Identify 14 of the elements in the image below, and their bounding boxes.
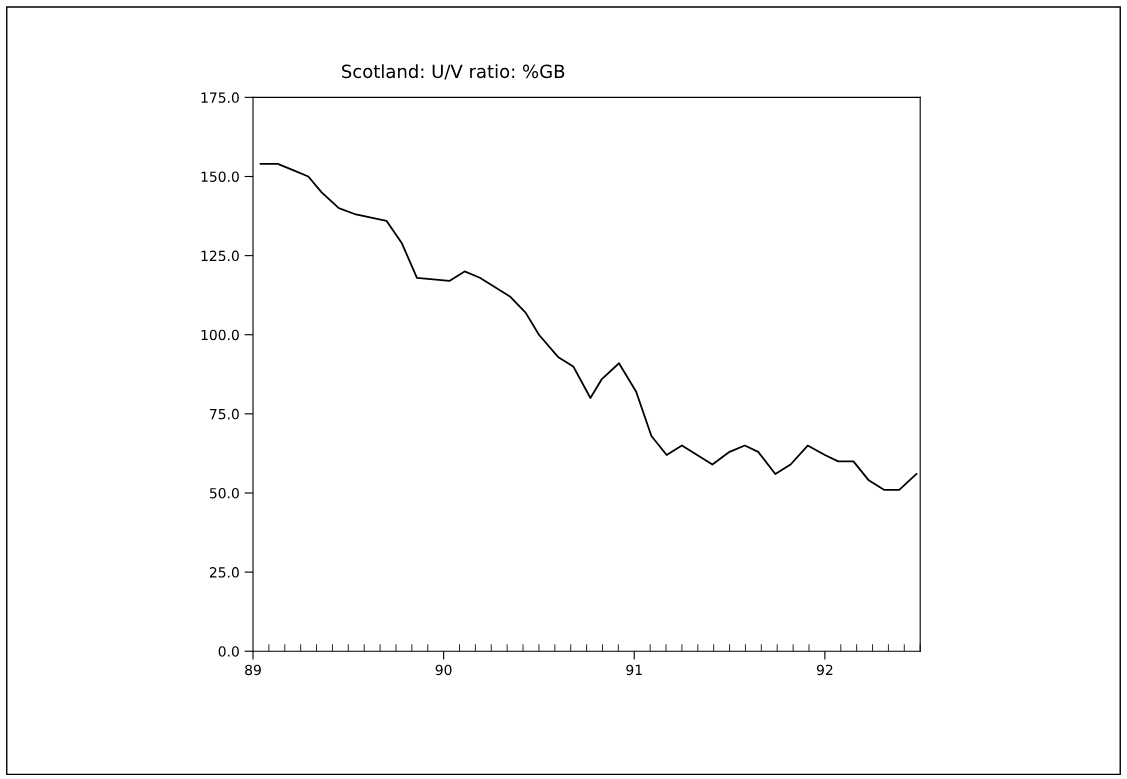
y-tick-label: 50.0 bbox=[209, 487, 239, 499]
y-tick-label: 0.0 bbox=[218, 646, 239, 657]
y-tick-label: 175.0 bbox=[201, 92, 239, 103]
y-tick-label: 25.0 bbox=[209, 567, 239, 578]
x-tick-label: 91 bbox=[626, 664, 642, 676]
x-tick-label: 92 bbox=[816, 664, 833, 676]
y-tick-label: 100.0 bbox=[201, 329, 239, 341]
x-tick-label: 90 bbox=[435, 664, 452, 676]
y-tick-label: 125.0 bbox=[201, 250, 239, 262]
x-tick-label: 89 bbox=[245, 664, 261, 676]
y-tick-label: 75.0 bbox=[210, 408, 239, 420]
y-tick-label: 150.0 bbox=[201, 171, 239, 182]
chart-title: Scotland: U/V ratio: %GB bbox=[342, 64, 565, 80]
line-series bbox=[259, 162, 918, 491]
